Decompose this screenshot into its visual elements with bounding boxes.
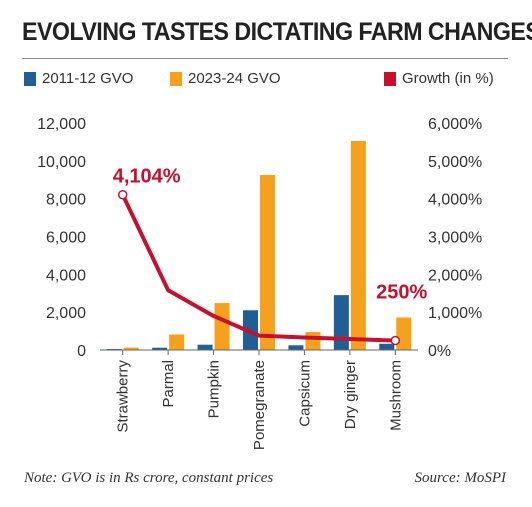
x-tick-label: Dry ginger (342, 360, 359, 429)
legend-item-2023: 2023-24 GVO (170, 70, 281, 87)
chart-plot: 0 2,000 4,000 6,000 8,000 10,000 12,000 0% 1,000… (37, 116, 482, 450)
legend-label-growth: Growth (in %) (402, 70, 494, 87)
footnote: Note: GVO is in Rs crore, constant price… (24, 470, 274, 486)
annotation-mushroom-growth: 250% (376, 282, 427, 304)
bar-2023-pomegranate (260, 175, 275, 350)
bar-2023-pumpkin (214, 303, 230, 350)
growth-line (120, 192, 398, 343)
legend-swatch-2011 (24, 71, 36, 86)
x-tick-label: Capsicum (296, 360, 313, 427)
title-divider (22, 58, 508, 59)
growth-point-marker (117, 189, 128, 200)
bar-2011-mushroom (379, 343, 395, 350)
x-tick-label: Pomegranate (251, 360, 268, 450)
y-right-tick-label: 1,000% (428, 305, 482, 322)
y-right-tick-label: 6,000% (428, 116, 482, 133)
y-left-tick-label: 6,000 (46, 230, 86, 247)
x-tick-label: Mushroom (387, 360, 404, 431)
y-right-tick-label: 5,000% (428, 154, 482, 171)
bar-2023-capsicum (305, 332, 321, 350)
legend-swatch-2023 (170, 71, 182, 86)
y-left-tick-label: 2,000 (46, 305, 86, 322)
y-right-tick-label: 4,000% (428, 192, 482, 209)
y-right-tick-label: 0% (428, 343, 451, 360)
x-tick-label: Pumpkin (206, 360, 223, 418)
bar-2011-dry-ginger (333, 295, 349, 350)
source-credit: Source: MoSPI (414, 470, 507, 486)
bar-2011-pumpkin (197, 344, 213, 350)
y-left-tick-label: 10,000 (37, 154, 86, 171)
bar-2011-parmal (152, 347, 168, 350)
y-right-tick-label: 2,000% (428, 267, 482, 284)
bar-2023-dry-ginger (350, 140, 366, 350)
bar-2023-strawberry (123, 347, 139, 350)
bar-2023-parmal (169, 334, 185, 350)
y-left-tick-label: 12,000 (37, 116, 86, 133)
legend-item-growth: Growth (in %) (384, 70, 494, 87)
y-right-tick-label: 3,000% (428, 230, 482, 247)
x-tick-label: Strawberry (115, 360, 132, 433)
annotation-strawberry-growth: 4,104% (113, 166, 181, 188)
legend-item-2011: 2011-12 GVO (24, 70, 133, 87)
y-left-tick-label: 0 (77, 343, 86, 360)
legend-swatch-growth (384, 71, 396, 86)
bar-2023-mushroom (396, 317, 412, 350)
legend-label-2011: 2011-12 GVO (42, 70, 134, 87)
growth-point-marker (390, 335, 401, 346)
legend-label-2023: 2023-24 GVO (188, 70, 281, 87)
x-tick-label: Parmal (160, 360, 177, 408)
chart-title: EVOLVING TASTES DICTATING FARM CHANGES (22, 18, 532, 46)
y-left-tick-label: 8,000 (46, 192, 86, 209)
bar-2011-capsicum (288, 345, 304, 350)
y-left-tick-label: 4,000 (46, 267, 86, 284)
